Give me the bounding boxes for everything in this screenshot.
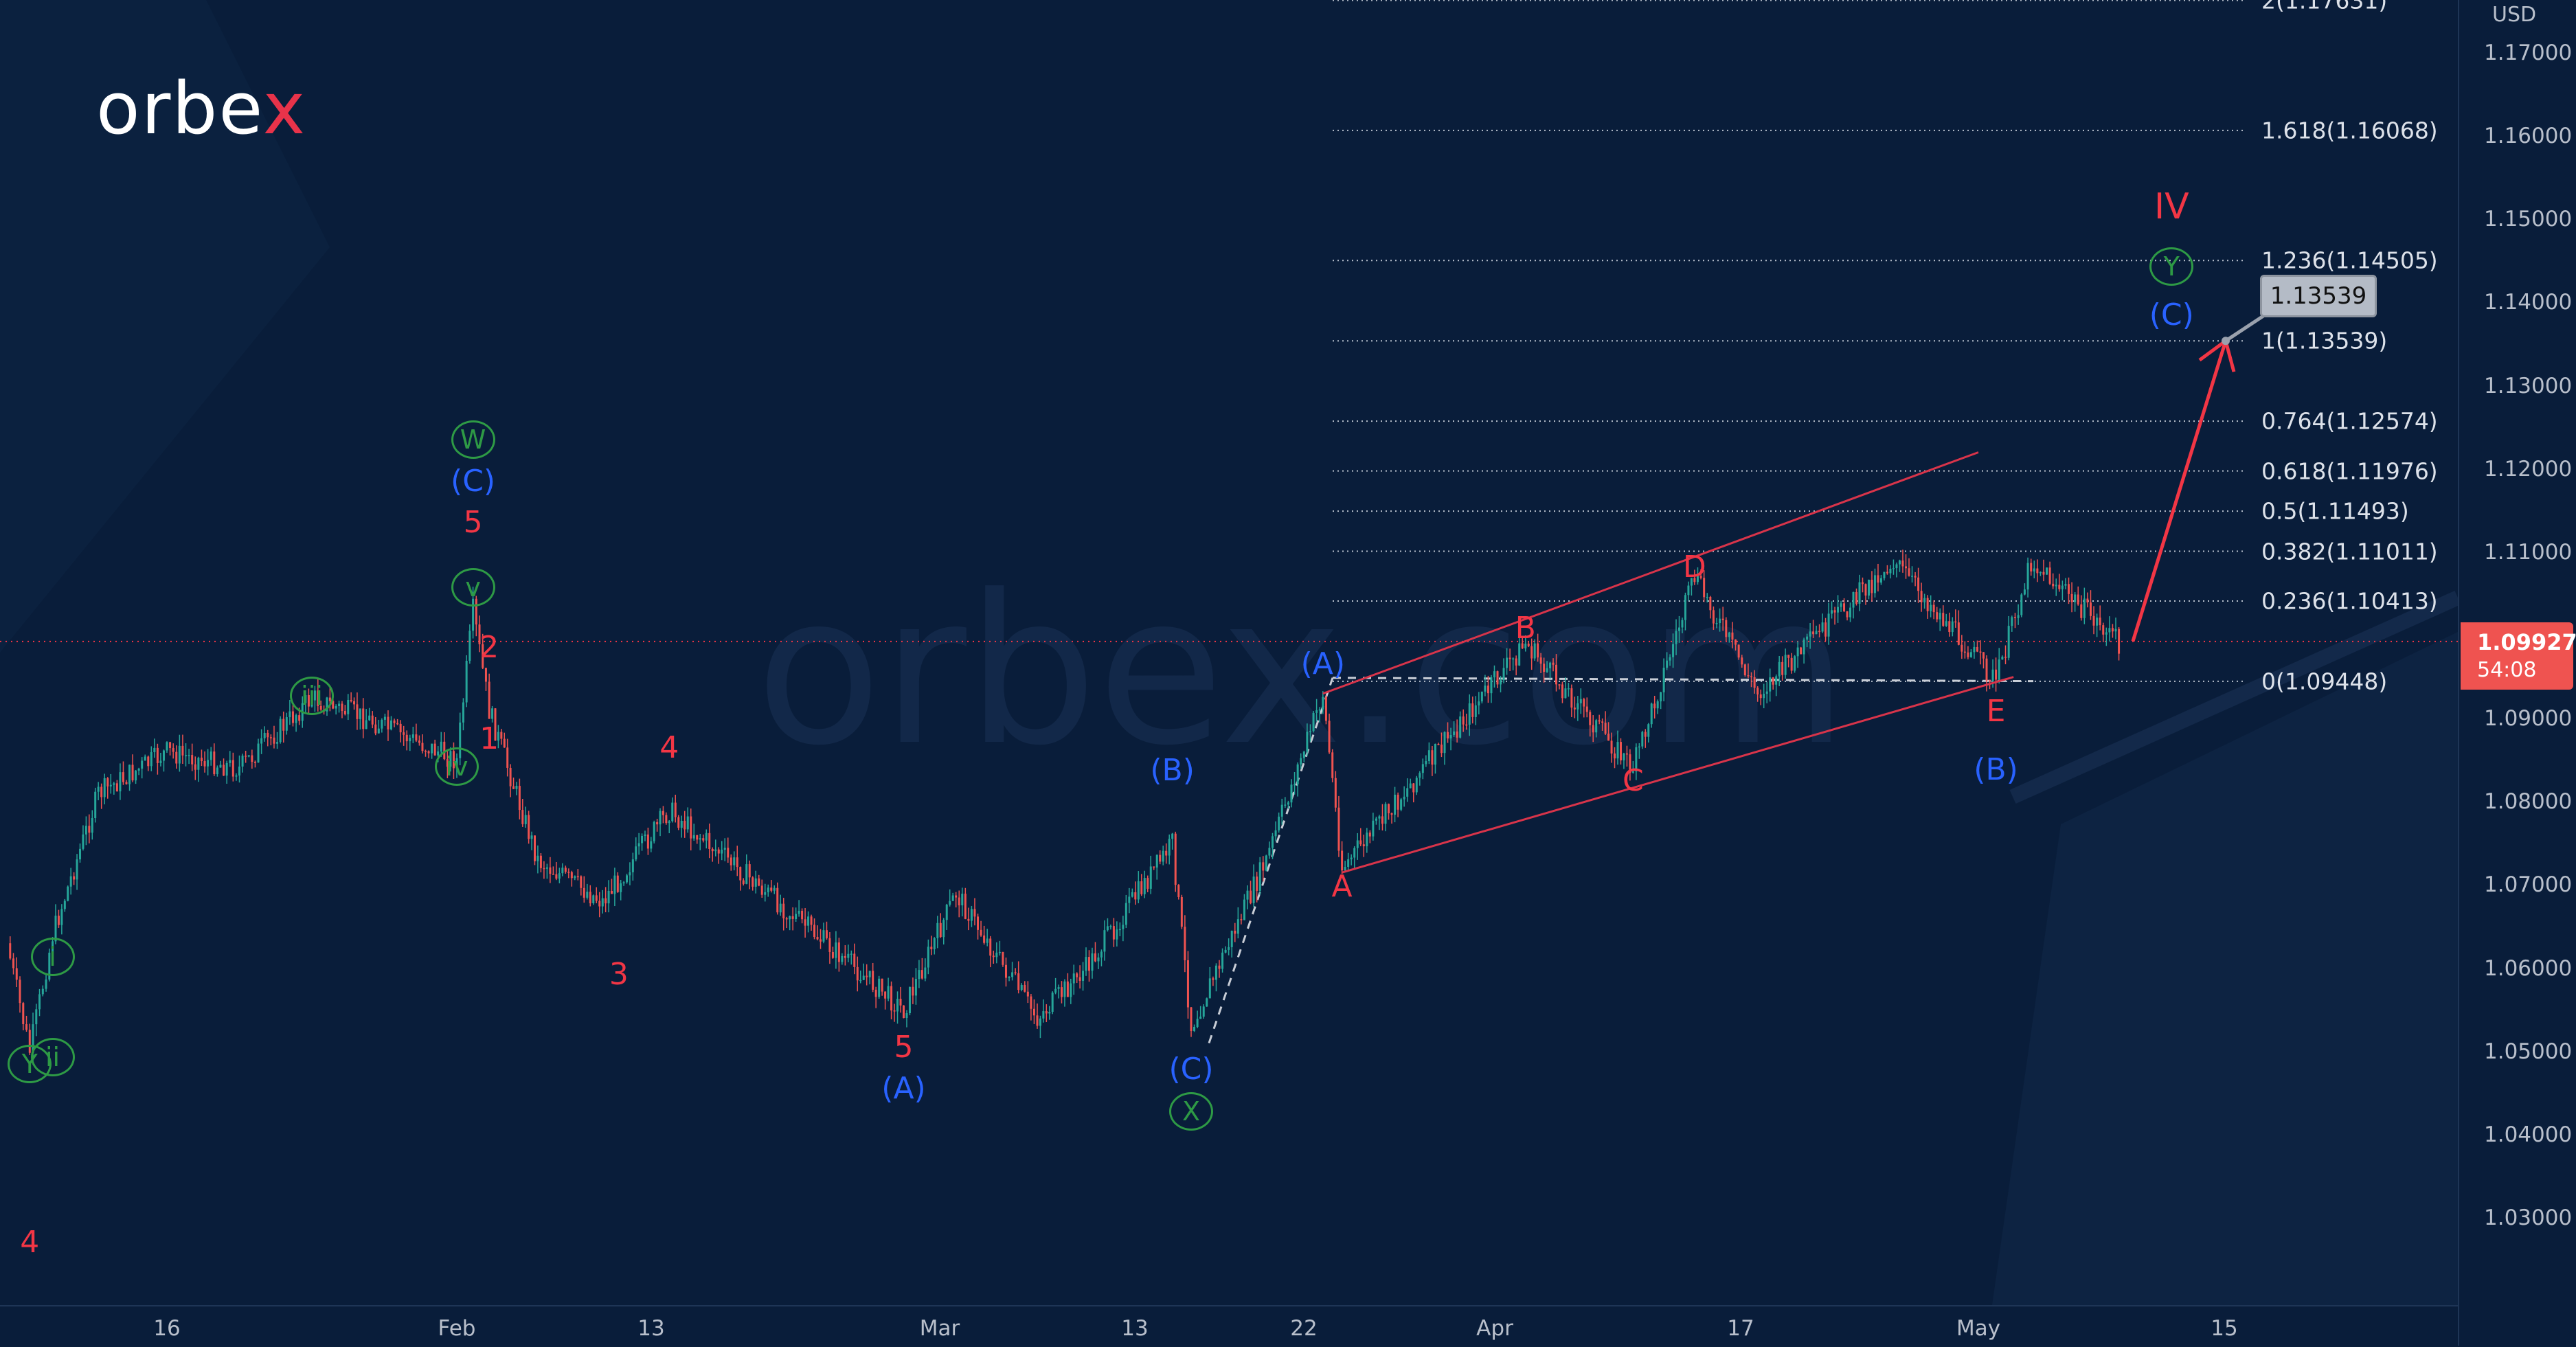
wave-label-green-circled: iii — [290, 677, 334, 716]
time-tick: Apr — [1476, 1316, 1513, 1341]
wave-label-red: A — [1331, 868, 1353, 904]
price-tick: 1.11000 — [2484, 539, 2573, 565]
target-price-tooltip: 1.13539 — [2260, 275, 2377, 317]
time-tick: 22 — [1290, 1316, 1318, 1341]
price-axis-unit: USD — [2492, 3, 2537, 27]
price-tick: 1.06000 — [2484, 955, 2573, 981]
wave-label-red: B — [1515, 611, 1536, 646]
fib-level-label: 1(1.13539) — [2261, 327, 2388, 354]
time-tick: 13 — [1121, 1316, 1149, 1341]
orbex-logo: orbex — [96, 67, 307, 150]
wave-label-red: 4 — [20, 1225, 40, 1260]
wave-label-blue: (A) — [881, 1071, 926, 1107]
wave-label-green-circled: Y — [2149, 247, 2194, 286]
wave-label-green-circled: i — [30, 937, 75, 976]
price-axis[interactable]: USD 1.17000 1.16000 1.15000 1.14000 1.13000 1… — [2458, 0, 2576, 1346]
wave-label-red: 5 — [894, 1029, 914, 1065]
wave-label-red: IV — [2154, 186, 2189, 228]
fib-level-label: 1.236(1.14505) — [2261, 247, 2438, 274]
wave-label-red: 2 — [479, 630, 499, 666]
time-axis[interactable]: 16 Feb 13 Mar 13 22 Apr 17 May 15 — [0, 1305, 2458, 1347]
time-tick: 15 — [2211, 1316, 2238, 1341]
wave-label-red: 3 — [609, 957, 629, 993]
price-tick: 1.03000 — [2484, 1205, 2573, 1230]
fib-level-label: 0.382(1.11011) — [2261, 538, 2438, 565]
time-tick: 13 — [637, 1316, 665, 1341]
wave-label-red: 1 — [479, 721, 499, 757]
time-tick: Mar — [919, 1316, 960, 1341]
svg-text:orbex.com: orbex.com — [756, 551, 1848, 791]
wave-label-blue: (B) — [1150, 753, 1195, 789]
wave-label-green-circled: ii — [30, 1038, 75, 1077]
time-tick: Feb — [438, 1316, 476, 1341]
price-tick: 1.08000 — [2484, 789, 2573, 815]
price-tick: 1.13000 — [2484, 373, 2573, 398]
wave-label-blue: (B) — [1974, 752, 2018, 788]
candle-countdown: 54:08 — [2477, 658, 2537, 682]
price-tick: 1.16000 — [2484, 124, 2573, 149]
wave-label-red: D — [1682, 549, 1706, 585]
price-tick: 1.09000 — [2484, 706, 2573, 732]
price-tick: 1.15000 — [2484, 207, 2573, 232]
wave-label-blue: (C) — [1168, 1052, 1214, 1087]
price-tick: 1.05000 — [2484, 1039, 2573, 1064]
fib-level-label: 0.5(1.11493) — [2261, 497, 2409, 525]
wave-label-green-circled: iv — [435, 747, 479, 786]
current-price-badge: 1.09927 54:08 — [2461, 622, 2576, 690]
wave-label-green-circled: W — [451, 420, 495, 460]
wave-label-blue: (C) — [2149, 297, 2194, 332]
background-decoration: orbex.com — [756, 551, 2458, 804]
time-tick: May — [1956, 1316, 2001, 1341]
fib-level-label: 1.618(1.16068) — [2261, 117, 2438, 144]
wave-label-blue: (A) — [1300, 646, 1346, 682]
fib-level-label: 0(1.09448) — [2261, 668, 2388, 695]
time-tick: 16 — [153, 1316, 181, 1341]
wave-label-green-circled: X — [1169, 1091, 1213, 1131]
price-tick: 1.07000 — [2484, 872, 2573, 898]
wave-label-red: 4 — [659, 729, 679, 765]
time-tick: 17 — [1727, 1316, 1754, 1341]
wave-label-blue: (C) — [451, 463, 496, 499]
wave-label-green-circled: v — [451, 567, 495, 607]
wave-label-red: 5 — [463, 505, 483, 541]
current-price-value: 1.09927 — [2477, 629, 2576, 655]
fib-level-label: 0.764(1.12574) — [2261, 407, 2438, 435]
price-tick: 1.04000 — [2484, 1122, 2573, 1147]
wave-label-red: E — [1986, 694, 2006, 729]
price-tick: 1.12000 — [2484, 456, 2573, 482]
chart-canvas — [0, 0, 2458, 1065]
price-tick: 1.17000 — [2484, 41, 2573, 65]
fib-level-label: 0.618(1.11976) — [2261, 457, 2438, 485]
wave-label-red: C — [1623, 762, 1644, 798]
price-tick: 1.14000 — [2484, 290, 2573, 315]
fib-level-label: 0.236(1.10413) — [2261, 587, 2438, 615]
fib-level-label: 2(1.17631) — [2261, 0, 2388, 14]
